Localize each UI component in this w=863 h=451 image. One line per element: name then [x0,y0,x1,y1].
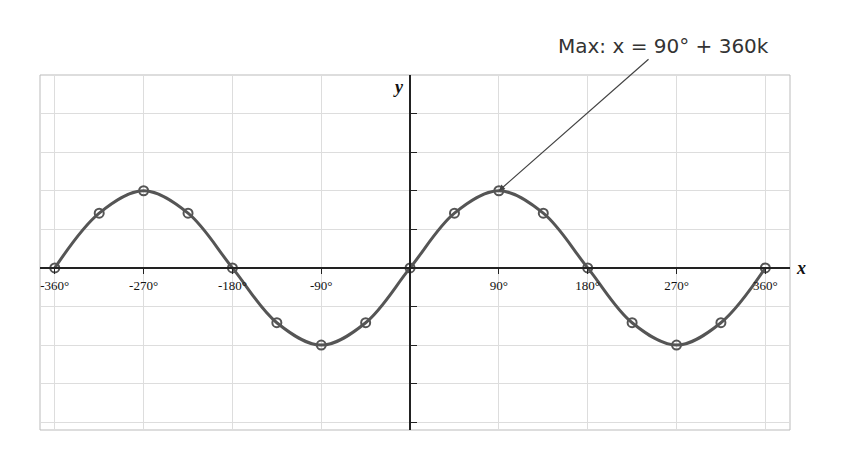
svg-text:-180°: -180° [218,278,247,293]
svg-text:90°: 90° [490,278,508,293]
svg-text:180°: 180° [575,278,600,293]
svg-text:Max: x = 90° + 360k: Max: x = 90° + 360k [558,34,769,58]
svg-text:-90°: -90° [310,278,333,293]
svg-text:270°: 270° [664,278,689,293]
svg-text:-360°: -360° [40,278,69,293]
svg-text:360°: 360° [753,278,778,293]
svg-text:-270°: -270° [129,278,158,293]
svg-text:x: x [796,258,806,278]
svg-text:y: y [393,77,404,97]
